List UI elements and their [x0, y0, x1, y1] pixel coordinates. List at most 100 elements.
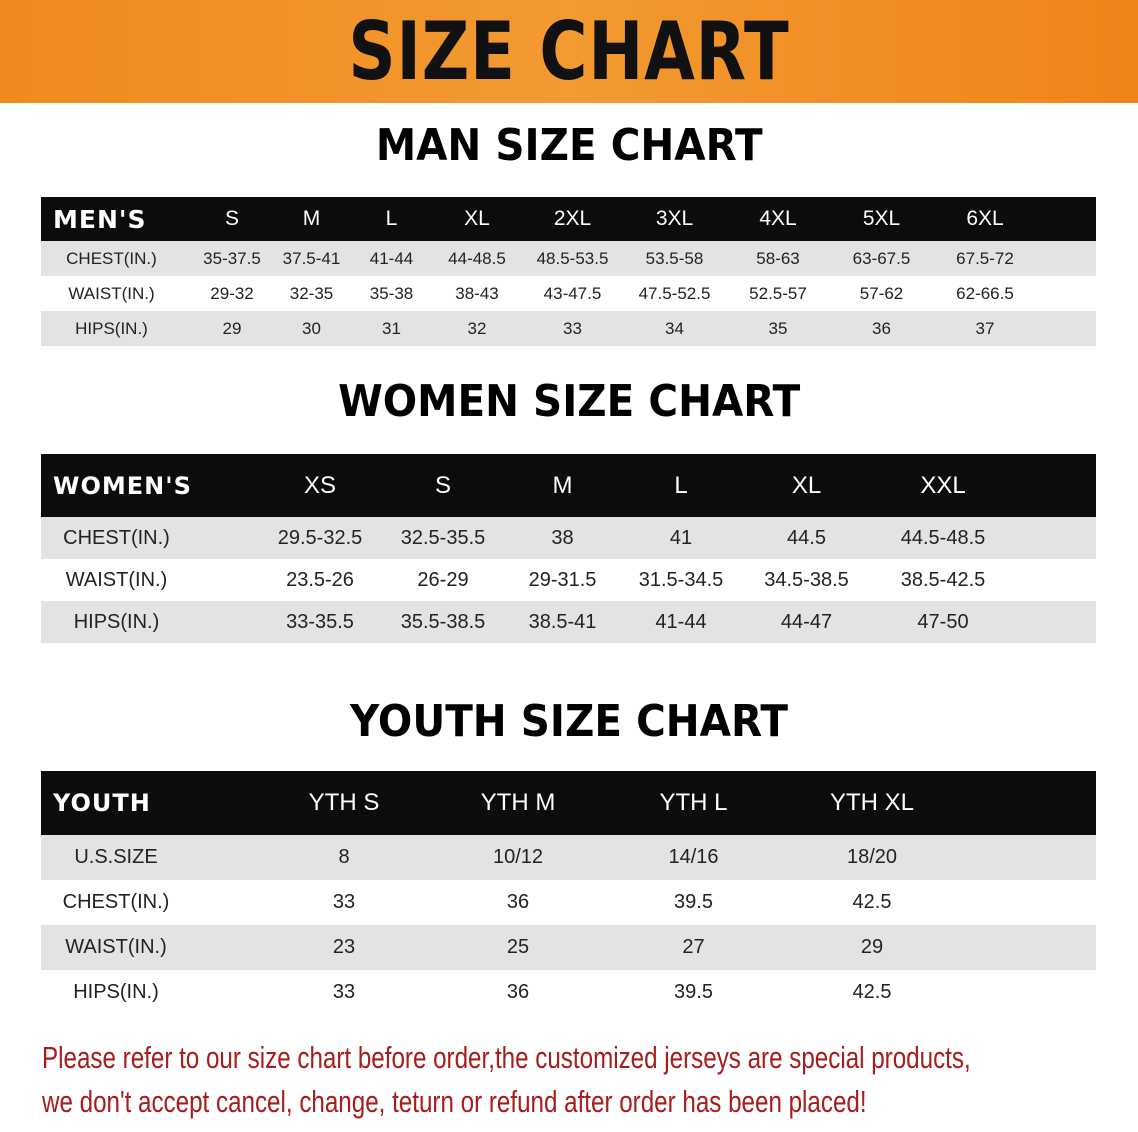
- table-cell: 37: [975, 318, 995, 338]
- table-cell: 30: [302, 318, 321, 338]
- table-cell: 32: [467, 318, 487, 338]
- table-cell: 23: [332, 936, 356, 958]
- table-cell: 44-47: [780, 610, 833, 633]
- table-cell: 58-63: [756, 248, 800, 268]
- table-cell: 41-44: [655, 610, 707, 633]
- row-label: HIPS(IN.): [75, 318, 148, 338]
- table-cell: 38.5-42.5: [900, 568, 986, 591]
- size-header: M: [302, 207, 321, 230]
- table-row: CHEST(IN.) 33 36 39.5 42.5: [41, 880, 1096, 925]
- row-label: CHEST(IN.): [62, 891, 170, 913]
- table-row: HIPS(IN.) 29 30 31 32 33 34 35 36 37: [41, 311, 1096, 346]
- row-label: WAIST(IN.): [65, 936, 167, 958]
- table-cell: 39.5: [674, 891, 713, 913]
- table-cell: 44.5-48.5: [900, 526, 986, 549]
- table-cell: 31.5-34.5: [638, 568, 724, 591]
- size-header: 2XL: [553, 207, 592, 230]
- table-cell: 29.5-32.5: [277, 526, 363, 549]
- row-label: WAIST(IN.): [65, 568, 168, 591]
- size-header: L: [385, 207, 398, 230]
- table-cell: 44.5: [787, 526, 826, 549]
- size-header: S: [224, 207, 239, 230]
- row-label: WAIST(IN.): [68, 283, 155, 303]
- table-cell: 48.5-53.5: [536, 248, 609, 268]
- size-header: YTH XL: [829, 789, 915, 816]
- table-cell: 29-31.5: [528, 568, 597, 591]
- table-header-row: MEN'S S M L XL 2XL 3XL 4XL 5XL 6XL: [41, 197, 1096, 241]
- table-cell: 62-66.5: [956, 283, 1014, 303]
- women-size-table: WOMEN'S XS S M L XL XXL CHEST(IN.) 29.5-32.5 32.5…: [41, 454, 1096, 643]
- size-header: XL: [464, 207, 490, 230]
- women-section-title: WOMEN SIZE CHART: [337, 376, 801, 427]
- table-row: HIPS(IN.) 33-35.5 35.5-38.5 38.5-41 41-44 44-…: [41, 601, 1096, 643]
- table-cell: 43-47.5: [543, 283, 602, 303]
- table-cell: 29: [222, 318, 242, 338]
- table-cell: 27: [682, 936, 705, 958]
- table-cell: 38.5-41: [528, 610, 597, 633]
- men-section-title: MAN SIZE CHART: [375, 120, 763, 171]
- table-cell: 18/20: [846, 846, 898, 868]
- notice-line-1: Please refer to our size chart before or…: [42, 1040, 971, 1075]
- table-row: U.S.SIZE 8 10/12 14/16 18/20: [41, 835, 1096, 880]
- table-cell: 47.5-52.5: [638, 283, 711, 303]
- table-cell: 29-32: [210, 283, 254, 303]
- table-cell: 31: [382, 318, 401, 338]
- table-cell: 34.5-38.5: [764, 568, 849, 591]
- table-cell: 36: [506, 891, 530, 913]
- youth-size-table: YOUTH YTH S YTH M YTH L YTH XL U.S.SIZE 8 10/12…: [41, 771, 1096, 1015]
- header-label: WOMEN'S: [53, 471, 192, 500]
- table-cell: 23.5-26: [286, 568, 354, 591]
- table-header-row: WOMEN'S XS S M L XL XXL: [41, 454, 1096, 517]
- row-label: CHEST(IN.): [66, 248, 157, 268]
- table-cell: 63-67.5: [852, 248, 911, 268]
- size-header: 5XL: [862, 207, 901, 230]
- size-header: YTH S: [308, 789, 380, 816]
- table-cell: 57-62: [859, 283, 904, 303]
- size-header: 6XL: [966, 207, 1004, 230]
- table-header-row: YOUTH YTH S YTH M YTH L YTH XL: [41, 771, 1096, 835]
- table-cell: 35-37.5: [203, 248, 261, 268]
- row-label: U.S.SIZE: [74, 846, 158, 868]
- table-cell: 38: [551, 526, 574, 549]
- size-header: YTH M: [480, 789, 556, 816]
- table-cell: 36: [506, 981, 530, 1003]
- table-cell: 14/16: [668, 846, 719, 868]
- table-cell: 32.5-35.5: [400, 526, 486, 549]
- table-row: WAIST(IN.) 23.5-26 26-29 29-31.5 31.5-34.5 34…: [41, 559, 1096, 601]
- table-cell: 52.5-57: [749, 283, 807, 303]
- table-cell: 33-35.5: [286, 610, 354, 633]
- table-cell: 42.5: [852, 981, 892, 1003]
- table-cell: 33: [332, 981, 356, 1003]
- row-label: HIPS(IN.): [73, 981, 159, 1003]
- table-cell: 35.5-38.5: [400, 610, 486, 633]
- table-cell: 47-50: [917, 610, 969, 633]
- size-header: XL: [791, 471, 822, 499]
- order-notice: Please refer to our size chart before or…: [42, 1036, 1138, 1124]
- table-row: WAIST(IN.) 23 25 27 29: [41, 925, 1096, 970]
- table-cell: 35-38: [369, 283, 414, 303]
- table-cell: 25: [506, 936, 530, 958]
- table-cell: 36: [872, 318, 891, 338]
- table-cell: 33: [563, 318, 582, 338]
- size-header: M: [552, 471, 573, 499]
- table-cell: 38-43: [455, 283, 499, 303]
- size-header: S: [434, 471, 451, 499]
- table-cell: 41: [669, 526, 693, 549]
- notice-line-2: we don't accept cancel, change, teturn o…: [42, 1084, 867, 1119]
- table-cell: 41-44: [369, 248, 414, 268]
- header-label: MEN'S: [53, 204, 147, 234]
- table-cell: 8: [338, 846, 350, 868]
- table-cell: 33: [332, 891, 356, 913]
- table-cell: 10/12: [492, 846, 544, 868]
- banner-title: SIZE CHART: [348, 5, 790, 98]
- table-row: WAIST(IN.) 29-32 32-35 35-38 38-43 43-47.5 47.…: [41, 276, 1096, 311]
- table-cell: 34: [665, 318, 684, 338]
- table-row: HIPS(IN.) 33 36 39.5 42.5: [41, 970, 1096, 1015]
- table-cell: 44-48.5: [448, 248, 506, 268]
- row-label: CHEST(IN.): [63, 526, 170, 549]
- table-cell: 39.5: [674, 981, 713, 1003]
- table-row: CHEST(IN.) 29.5-32.5 32.5-35.5 38 41 44.5 44.5…: [41, 517, 1096, 559]
- table-cell: 35: [768, 318, 788, 338]
- size-header: XS: [303, 471, 336, 499]
- table-cell: 37.5-41: [282, 248, 341, 268]
